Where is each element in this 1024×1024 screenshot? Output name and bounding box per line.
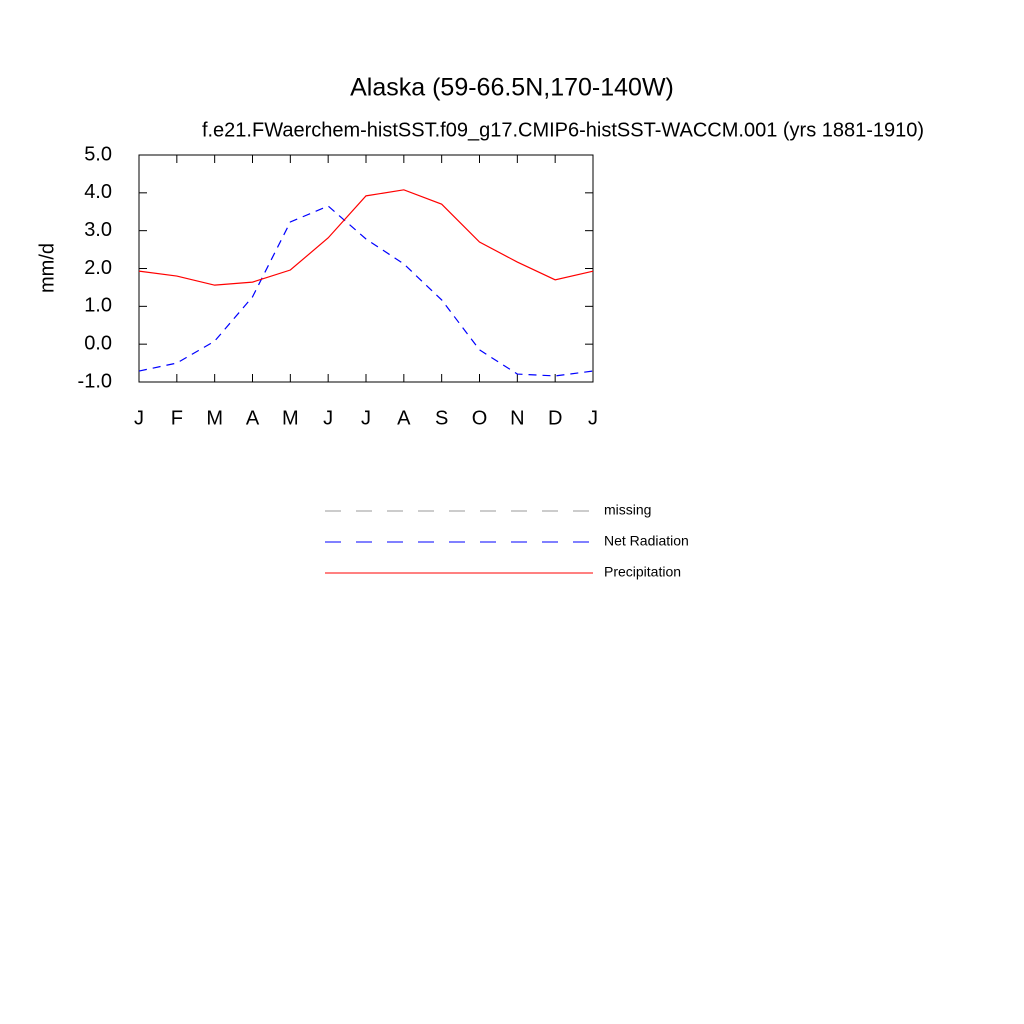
- x-tick-label: M: [282, 407, 299, 429]
- y-tick-label: 0.0: [84, 332, 112, 354]
- series-line: [138, 189, 594, 286]
- series-line: [138, 205, 594, 377]
- x-tick-label: N: [510, 407, 524, 429]
- y-tick-label: 1.0: [84, 295, 112, 317]
- x-tick-label: J: [588, 407, 598, 429]
- y-axis-label: mm/d: [36, 243, 58, 293]
- legend-label: Net Radiation: [604, 533, 689, 549]
- x-tick-label: O: [472, 407, 488, 429]
- x-tick-label: J: [323, 407, 333, 429]
- y-tick-label: 2.0: [84, 257, 112, 279]
- x-tick-label: J: [361, 407, 371, 429]
- legend-label: missing: [604, 502, 651, 518]
- y-tick-label: -1.0: [78, 370, 112, 392]
- y-tick-label: 4.0: [84, 181, 112, 203]
- x-tick-label: J: [134, 407, 144, 429]
- x-tick-label: D: [548, 407, 562, 429]
- plot-frame: [138, 154, 594, 383]
- x-tick-label: S: [435, 407, 448, 429]
- chart-title: Alaska (59-66.5N,170-140W): [350, 74, 674, 102]
- x-tick-label: M: [206, 407, 223, 429]
- x-tick-label: A: [246, 407, 260, 429]
- chart-subtitle: f.e21.FWaerchem-histSST.f09_g17.CMIP6-hi…: [202, 119, 924, 141]
- x-tick-label: A: [397, 407, 411, 429]
- y-tick-label: 5.0: [84, 143, 112, 165]
- legend-label: Precipitation: [604, 564, 681, 580]
- y-tick-label: 3.0: [84, 219, 112, 241]
- x-tick-label: F: [171, 407, 183, 429]
